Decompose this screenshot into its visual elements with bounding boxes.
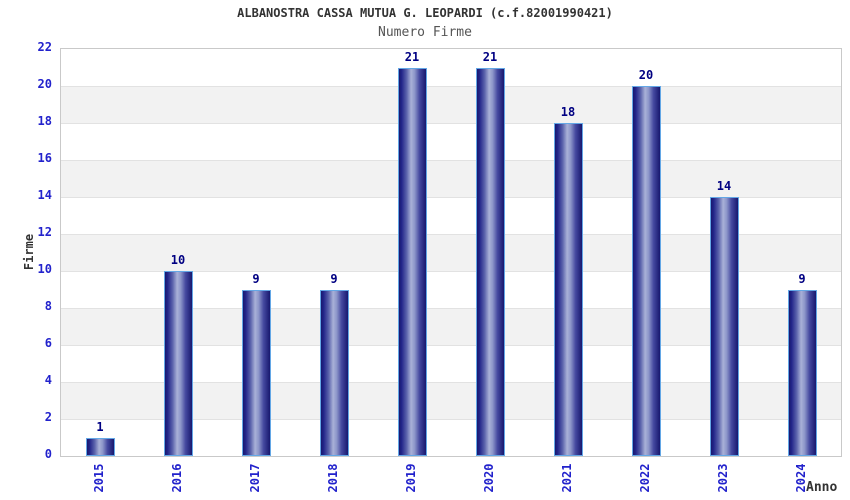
y-tick-label: 4 bbox=[44, 373, 52, 387]
x-tick-label: 2020 bbox=[482, 463, 496, 493]
bar-value-label: 10 bbox=[170, 253, 186, 267]
gridline bbox=[61, 160, 841, 161]
bar bbox=[553, 123, 583, 456]
x-tick-label: 2022 bbox=[638, 463, 652, 493]
grid-band bbox=[61, 123, 841, 160]
gridline bbox=[61, 197, 841, 198]
y-tick-label: 18 bbox=[37, 114, 52, 128]
y-tick-label: 12 bbox=[37, 225, 52, 239]
gridline bbox=[61, 123, 841, 124]
bar-value-label: 9 bbox=[252, 271, 260, 286]
bar bbox=[709, 197, 739, 456]
y-tick-label: 10 bbox=[37, 262, 52, 276]
bar-value-label: 9 bbox=[798, 271, 806, 286]
bar bbox=[163, 271, 193, 456]
gridline bbox=[61, 308, 841, 309]
gridline bbox=[61, 382, 841, 383]
bar bbox=[787, 289, 817, 456]
bar bbox=[241, 289, 271, 456]
x-tick-label: 2016 bbox=[170, 463, 184, 493]
bar-value-label: 20 bbox=[638, 68, 654, 82]
gridline bbox=[61, 86, 841, 87]
y-tick-label: 6 bbox=[44, 336, 52, 350]
plot-area: 1 10 9 9 21 21 18 20 14 9 bbox=[60, 48, 842, 457]
y-tick-label: 14 bbox=[37, 188, 52, 202]
bar-value-label: 18 bbox=[560, 105, 576, 119]
bar bbox=[475, 67, 505, 456]
y-tick-label: 0 bbox=[44, 447, 52, 461]
bar-value-label: 21 bbox=[404, 49, 420, 64]
gridline bbox=[61, 419, 841, 420]
x-tick-label: 2019 bbox=[404, 463, 418, 493]
bar-value-label: 21 bbox=[482, 49, 498, 64]
x-tick-label: 2015 bbox=[92, 463, 106, 493]
bar bbox=[397, 67, 427, 456]
bar-value-label: 14 bbox=[716, 179, 732, 193]
y-tick-label: 2 bbox=[44, 410, 52, 424]
grid-band bbox=[61, 49, 841, 86]
gridline bbox=[61, 271, 841, 272]
grid-band bbox=[61, 160, 841, 197]
y-tick-label: 22 bbox=[37, 40, 52, 54]
x-tick-label: 2018 bbox=[326, 463, 340, 493]
y-tick-label: 20 bbox=[37, 77, 52, 91]
y-tick-label: 16 bbox=[37, 151, 52, 165]
x-axis-label: Anno bbox=[806, 480, 838, 495]
bar bbox=[319, 289, 349, 456]
gridline bbox=[61, 345, 841, 346]
x-tick-label: 2023 bbox=[716, 463, 730, 493]
gridline bbox=[61, 234, 841, 235]
bar bbox=[85, 437, 115, 456]
y-tick-label: 8 bbox=[44, 299, 52, 313]
bar bbox=[631, 86, 661, 456]
x-tick-label: 2021 bbox=[560, 463, 574, 493]
x-tick-label: 2017 bbox=[248, 463, 262, 493]
bar-value-label: 1 bbox=[96, 419, 104, 434]
chart-subtitle: Numero Firme bbox=[378, 25, 472, 40]
grid-band bbox=[61, 86, 841, 123]
chart-title: ALBANOSTRA CASSA MUTUA G. LEOPARDI (c.f.… bbox=[237, 6, 613, 20]
bar-value-label: 9 bbox=[330, 271, 338, 286]
